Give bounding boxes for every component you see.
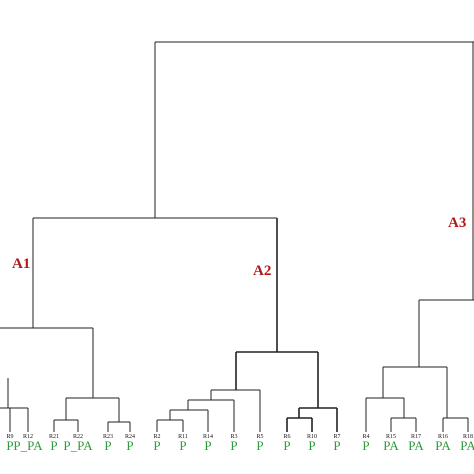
group-label: P [104, 438, 111, 453]
group-label: PA [408, 438, 424, 453]
group-label: P [204, 438, 211, 453]
leaf-label: R15 [386, 434, 396, 440]
a3-edges [365, 42, 474, 432]
group-label: P_PA [63, 438, 93, 453]
group-label: P [362, 438, 369, 453]
leaf-label: R4 [362, 434, 369, 440]
leaf-label: R10 [307, 434, 317, 440]
leaf-label: R2 [153, 434, 160, 440]
cluster-label: A3 [448, 215, 466, 231]
leaf-label: R22 [73, 434, 83, 440]
group-label: P [308, 438, 315, 453]
leaf-label: R21 [49, 434, 59, 440]
group-label: P [126, 438, 133, 453]
leaf-label: R24 [125, 434, 135, 440]
leaf-labels: R9PR12P_PAR21PR22P_PAR23PR24PR2PR11PR14P… [6, 434, 474, 453]
group-label: P [333, 438, 340, 453]
group-label: PA [383, 438, 399, 453]
leaf-label: R5 [256, 434, 263, 440]
group-label: P [153, 438, 160, 453]
group-label: PA [460, 438, 474, 453]
a2-right-edges [286, 407, 338, 432]
leaf-label: R11 [178, 434, 188, 440]
leaf-label: R18 [463, 434, 473, 440]
root-edge [33, 41, 474, 219]
group-label: P [50, 438, 57, 453]
group-label: P [6, 438, 13, 453]
group-label: PA [435, 438, 451, 453]
leaf-label: R6 [283, 434, 290, 440]
leaf-label: R17 [411, 434, 421, 440]
a2-left-edges [156, 389, 261, 432]
group-label: P [256, 438, 263, 453]
a2-main-edges [235, 218, 319, 408]
cluster-label: A2 [253, 263, 271, 279]
group-label: P [230, 438, 237, 453]
group-label: P_PA [13, 438, 43, 453]
leaf-label: R9 [6, 434, 13, 440]
leaf-label: R3 [230, 434, 237, 440]
leaf-label: R23 [103, 434, 113, 440]
group-label: P [283, 438, 290, 453]
leaf-label: R14 [203, 434, 213, 440]
cluster-label: A1 [12, 256, 30, 272]
leaf-label: R7 [333, 434, 340, 440]
tree-edges [0, 41, 474, 432]
a1-edges [0, 218, 131, 432]
group-label: P [179, 438, 186, 453]
leaf-label: R16 [438, 434, 448, 440]
leaf-label: R12 [23, 434, 33, 440]
